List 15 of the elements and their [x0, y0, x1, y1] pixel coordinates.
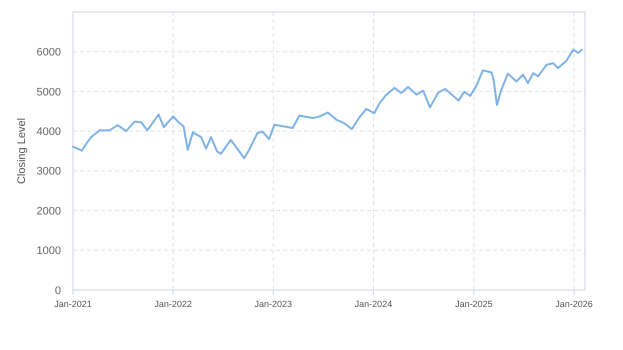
- y-axis-title: Closing Level: [16, 118, 28, 184]
- y-tick-label: 1000: [36, 245, 61, 258]
- y-tick-label: 5000: [36, 86, 61, 98]
- y-tick-label: 0: [54, 284, 61, 297]
- y-tick-label: 2000: [36, 205, 61, 218]
- x-tick-label: Jan-2026: [555, 299, 593, 309]
- x-tick-label: Jan-2024: [354, 299, 392, 309]
- y-tick-label: 4000: [36, 126, 61, 138]
- y-tick-label: 3000: [36, 166, 61, 178]
- x-tick-label: Jan-2022: [154, 299, 192, 309]
- y-tick-label: 6000: [36, 46, 61, 59]
- x-tick-label: Jan-2021: [54, 299, 92, 309]
- x-tick-label: Jan-2023: [254, 299, 292, 309]
- line-series: [72, 48, 583, 160]
- x-tick-label: Jan-2025: [455, 299, 493, 309]
